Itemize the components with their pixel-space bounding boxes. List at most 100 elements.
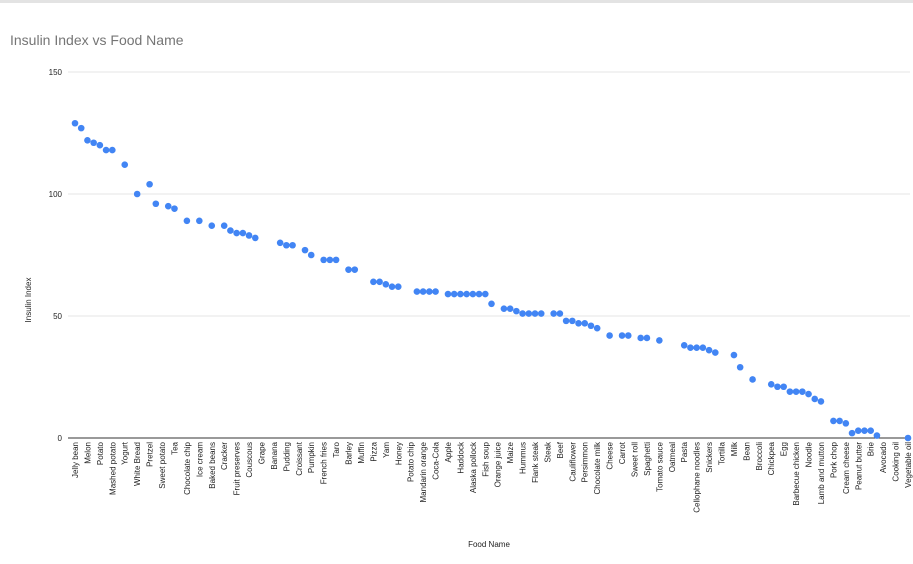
data-point xyxy=(537,310,545,317)
x-tick-label: Couscous xyxy=(245,442,254,478)
x-tick-label: Tortilla xyxy=(718,441,727,465)
gridlines xyxy=(68,71,910,317)
data-point xyxy=(506,305,514,312)
data-point xyxy=(811,395,819,403)
x-tick-label: Honey xyxy=(394,442,403,465)
x-tick-label: Apple xyxy=(444,441,453,462)
data-point xyxy=(562,317,570,325)
data-point xyxy=(861,427,868,434)
x-tick-label: Persimmon xyxy=(581,442,590,482)
data-point xyxy=(227,227,234,234)
data-point xyxy=(196,217,203,225)
x-tick-label: Yam xyxy=(382,442,391,458)
x-tick-label: Cream cheese xyxy=(842,441,851,494)
data-point xyxy=(519,310,526,317)
data-point xyxy=(569,317,576,325)
data-point xyxy=(71,119,79,127)
data-point xyxy=(133,190,141,198)
data-point xyxy=(96,141,104,149)
x-tick-label: Lamb and mutton xyxy=(817,442,826,504)
x-tick-labels: Jelly bean Melon Potato Mashed potato Yogurt… xyxy=(71,441,913,513)
data-point xyxy=(326,256,334,264)
x-tick-label: Jelly bean xyxy=(71,442,80,478)
x-tick-label: Broccoli xyxy=(755,442,764,471)
data-point xyxy=(332,256,340,264)
y-tick-label: 50 xyxy=(53,312,62,321)
x-tick-label: Cooking oil xyxy=(892,442,901,482)
x-tick-label: Potato xyxy=(96,441,105,465)
x-tick-label: Chickpea xyxy=(767,441,776,475)
data-point xyxy=(164,202,172,210)
data-point xyxy=(848,429,856,437)
data-point xyxy=(382,280,390,288)
data-point xyxy=(469,290,477,298)
data-point xyxy=(587,322,595,330)
x-tick-label: Vegetable oil xyxy=(904,442,913,488)
data-point xyxy=(146,180,153,188)
data-point xyxy=(345,266,352,273)
x-tick-label: Steak xyxy=(543,441,552,462)
data-point xyxy=(904,434,912,442)
data-point xyxy=(426,288,433,295)
data-point xyxy=(780,383,787,391)
data-point xyxy=(457,290,464,298)
data-point xyxy=(830,417,837,425)
x-tick-label: Peanut butter xyxy=(854,442,863,490)
x-tick-label: Avocado xyxy=(879,441,888,473)
x-tick-label: Pumpkin xyxy=(307,442,316,473)
x-tick-label: Croissant xyxy=(295,441,304,476)
data-point xyxy=(711,349,719,356)
data-point xyxy=(301,246,309,254)
data-point xyxy=(624,332,632,339)
data-point xyxy=(388,283,396,291)
y-tick-label: 0 xyxy=(58,434,63,443)
x-tick-label: Taro xyxy=(332,441,341,457)
data-point xyxy=(531,310,539,317)
data-point xyxy=(873,432,881,439)
x-tick-label: Carrot xyxy=(618,441,627,464)
data-point xyxy=(481,290,489,298)
data-point xyxy=(444,290,452,298)
data-point xyxy=(799,388,806,395)
x-tick-label: Coca-Cola xyxy=(432,441,441,479)
data-point xyxy=(618,332,626,339)
data-point xyxy=(251,234,259,242)
y-tick-label: 100 xyxy=(49,190,63,199)
x-tick-label: Alaska pollock xyxy=(469,441,478,493)
data-point xyxy=(513,307,520,315)
x-tick-label: Baked beans xyxy=(208,442,217,489)
data-point xyxy=(792,388,800,395)
data-point xyxy=(108,146,116,154)
x-tick-label: Maize xyxy=(506,441,515,463)
x-tick-label: Brie xyxy=(867,441,876,456)
x-tick-label: Beef xyxy=(556,441,565,458)
x-tick-label: Tea xyxy=(170,441,179,454)
data-point xyxy=(749,376,756,383)
x-tick-label: Yogurt xyxy=(121,441,130,465)
x-tick-label: Pork chop xyxy=(829,441,838,478)
data-point xyxy=(276,239,284,247)
data-point xyxy=(220,222,228,230)
data-point xyxy=(488,300,495,308)
x-tick-label: French fries xyxy=(320,442,329,484)
x-tick-label: Milk xyxy=(730,441,739,456)
x-tick-label: Fruit preserves xyxy=(233,442,242,495)
data-point xyxy=(239,229,247,237)
data-point xyxy=(376,278,383,286)
y-tick-label: 150 xyxy=(49,68,63,77)
data-point xyxy=(90,139,97,147)
x-axis-label: Food Name xyxy=(468,540,510,549)
x-tick-label: Pasta xyxy=(680,441,689,462)
x-tick-label: Noodle xyxy=(805,441,814,467)
data-point xyxy=(307,251,315,259)
data-point xyxy=(233,229,240,237)
data-point xyxy=(413,288,421,295)
data-point xyxy=(699,344,707,352)
data-point xyxy=(463,290,470,298)
x-tick-label: Egg xyxy=(780,442,789,456)
data-point xyxy=(867,427,875,434)
data-point xyxy=(606,332,613,339)
data-point xyxy=(450,290,458,298)
x-tick-label: Cheese xyxy=(606,441,615,469)
x-tick-label: Barley xyxy=(345,442,354,465)
